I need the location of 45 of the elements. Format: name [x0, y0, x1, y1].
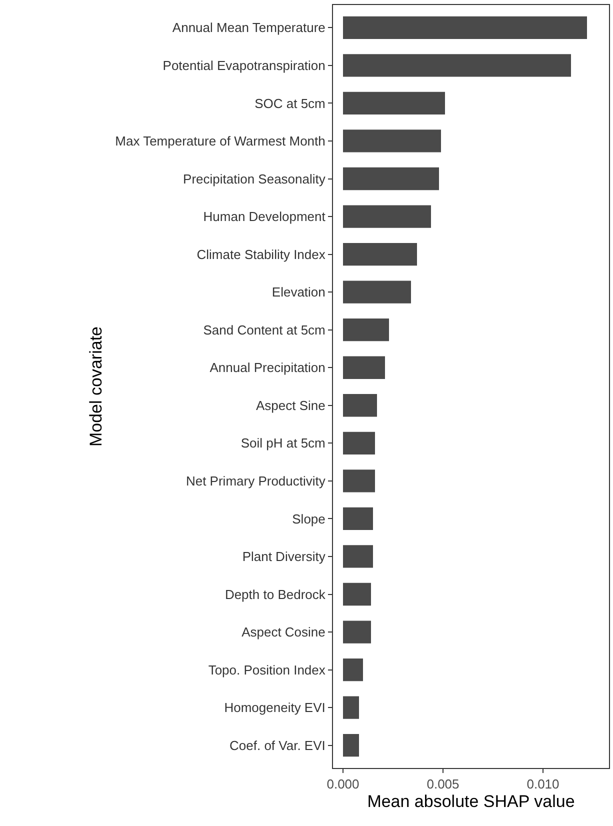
y-tick-label: Sand Content at 5cm	[203, 322, 326, 338]
y-tick-label: Human Development	[203, 209, 326, 224]
bar	[343, 130, 441, 152]
bar	[343, 545, 373, 568]
bar	[343, 507, 373, 530]
y-tick-label: Climate Stability Index	[196, 246, 326, 262]
bar	[343, 658, 363, 682]
bar	[343, 620, 371, 644]
y-tick-label: Elevation	[272, 284, 326, 300]
y-tick-label: Potential Evapotranspiration	[162, 58, 326, 73]
bar	[343, 432, 375, 454]
y-tick-label: Annual Precipitation	[210, 360, 326, 376]
y-axis-title: Model covariate	[86, 326, 106, 447]
x-axis-title: Mean absolute SHAP value	[367, 792, 575, 811]
bar	[343, 16, 587, 39]
bar	[343, 92, 445, 115]
bar	[343, 167, 439, 190]
y-tick-label: Soil pH at 5cm	[240, 436, 326, 451]
bar	[343, 318, 389, 342]
bar	[343, 280, 411, 304]
bar	[343, 242, 417, 266]
x-tick-label: 0.010	[526, 776, 560, 792]
y-tick-label: Topo. Position Index	[208, 662, 326, 678]
bar	[343, 394, 377, 417]
y-tick-label: Plant Diversity	[242, 549, 326, 564]
x-tick-label: 0.000	[326, 776, 360, 792]
x-tick-label: 0.005	[426, 776, 460, 792]
y-tick-label: Aspect Sine	[256, 398, 326, 413]
bar	[343, 582, 371, 606]
y-tick-label: Max Temperature of Warmest Month	[115, 134, 326, 149]
bar	[343, 470, 375, 492]
y-tick-label: Net Primary Productivity	[186, 473, 326, 488]
y-tick-label: Precipitation Seasonality	[183, 171, 326, 186]
y-tick-label: Depth to Bedrock	[224, 586, 326, 602]
y-tick-label: Annual Mean Temperature	[172, 20, 326, 36]
bar	[343, 54, 571, 77]
bar	[343, 696, 359, 719]
y-tick-label: SOC at 5cm	[254, 96, 326, 111]
y-tick-label: Slope	[292, 511, 326, 526]
bar	[343, 734, 359, 757]
y-tick-label: Aspect Cosine	[242, 624, 326, 640]
bar	[343, 205, 431, 228]
y-tick-label: Homogeneity EVI	[224, 700, 326, 716]
bar	[343, 356, 385, 379]
y-tick-label: Coef. of Var. EVI	[230, 738, 326, 753]
